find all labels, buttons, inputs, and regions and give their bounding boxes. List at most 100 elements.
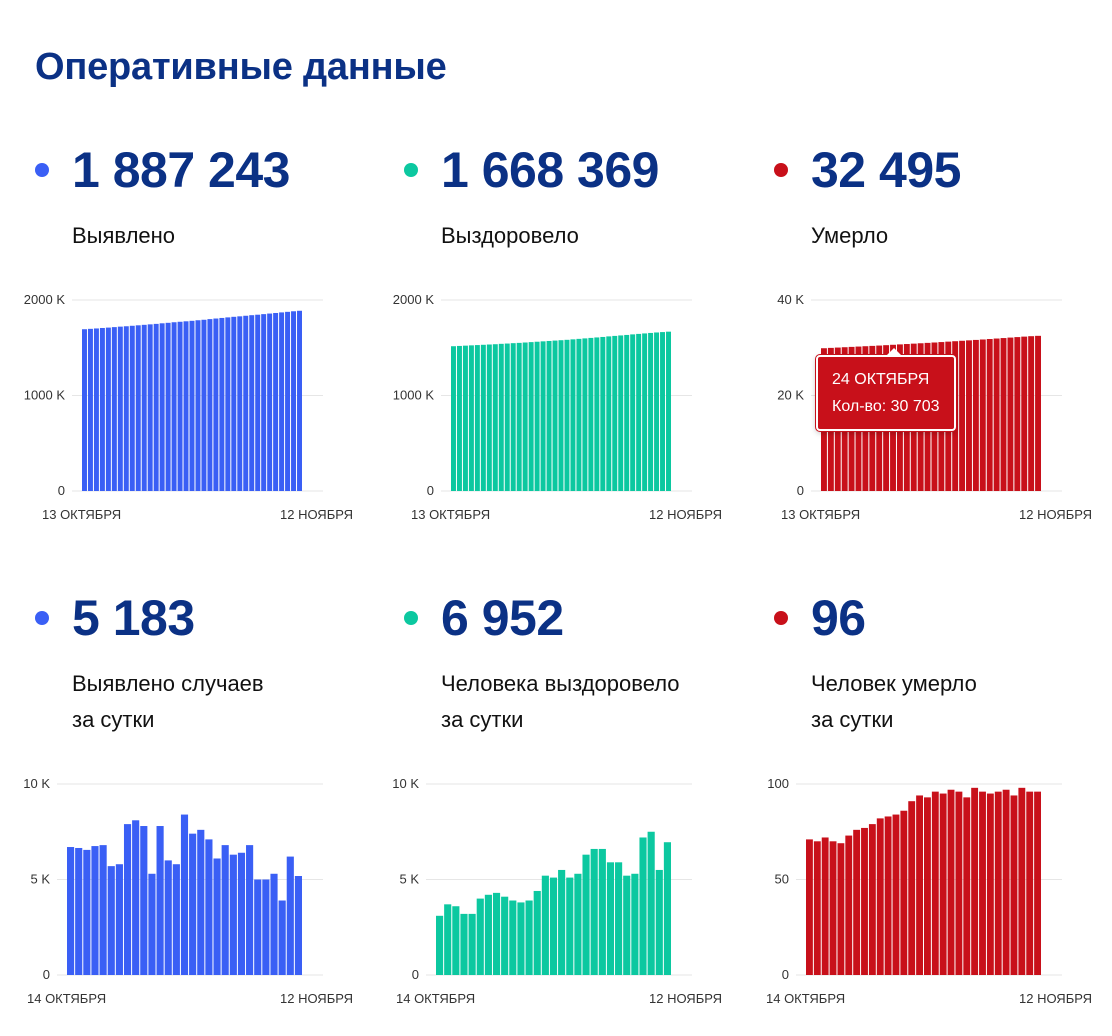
bar — [278, 900, 286, 975]
stat-value: 96 — [811, 590, 866, 646]
y-tick-label: 0 — [797, 483, 804, 498]
x-start-label: 13 ОКТЯБРЯ — [781, 507, 860, 522]
bar — [837, 843, 845, 975]
bar — [908, 801, 916, 975]
bar — [462, 345, 468, 491]
y-tick-label: 0 — [427, 483, 434, 498]
bar — [189, 833, 197, 975]
stat-value: 6 952 — [441, 590, 564, 646]
bar — [123, 824, 132, 975]
bar — [624, 334, 630, 491]
bar — [285, 311, 291, 491]
chart-detected-total: 0 1000 K 2000 K 13 ОКТЯБРЯ 12 НОЯБРЯ — [24, 292, 353, 522]
bar — [994, 791, 1002, 975]
bar — [959, 340, 966, 491]
y-tick-label: 10 K — [392, 776, 419, 791]
bar — [552, 340, 558, 491]
bar — [642, 333, 648, 491]
bar — [183, 321, 189, 491]
bar — [468, 345, 474, 491]
bar — [254, 879, 262, 975]
bar — [1026, 791, 1034, 975]
bar — [1002, 789, 1010, 975]
bar — [590, 848, 598, 975]
bar — [986, 339, 993, 491]
bar — [955, 791, 963, 975]
bar — [177, 321, 183, 491]
bar — [516, 342, 522, 491]
stat-label: Умерло — [811, 218, 888, 254]
bar — [939, 793, 947, 975]
stat-label-line1: Умерло — [811, 223, 889, 248]
bar — [237, 316, 243, 491]
bar — [630, 334, 636, 491]
bar — [924, 797, 931, 975]
x-end-label: 12 НОЯБРЯ — [649, 507, 722, 522]
y-tick-label: 1000 K — [24, 388, 66, 403]
bar — [243, 315, 249, 491]
red-dot-icon — [774, 163, 788, 177]
x-start-label: 14 ОКТЯБРЯ — [396, 991, 475, 1006]
bar — [189, 320, 195, 491]
bar — [99, 845, 107, 975]
bar — [165, 322, 171, 491]
bar — [115, 864, 123, 975]
stat-value: 1 887 243 — [72, 142, 290, 198]
y-tick-label: 2000 K — [393, 292, 435, 307]
bar — [123, 326, 129, 491]
bar — [82, 329, 87, 491]
bar — [75, 847, 83, 975]
bar — [979, 791, 986, 975]
tooltip-value: Кол-во: 30 703 — [832, 398, 940, 415]
bar — [600, 336, 606, 491]
bar — [1018, 787, 1026, 975]
x-end-label: 12 НОЯБРЯ — [280, 507, 353, 522]
bar — [480, 344, 486, 491]
bar — [631, 873, 639, 975]
bar — [1007, 337, 1014, 491]
bar — [492, 344, 498, 491]
bar — [452, 906, 460, 975]
bar — [900, 810, 908, 975]
y-tick-label: 50 — [775, 872, 789, 887]
bar — [498, 343, 504, 491]
bar — [541, 875, 549, 975]
bar — [474, 345, 480, 491]
bar — [655, 869, 663, 975]
bar — [213, 858, 221, 975]
bar — [197, 829, 205, 975]
y-tick-label: 0 — [782, 967, 789, 982]
x-start-label: 13 ОКТЯБРЯ — [42, 507, 121, 522]
bar — [947, 789, 955, 975]
y-tick-label: 10 K — [23, 776, 50, 791]
bar — [105, 327, 111, 491]
y-tick-label: 5 K — [399, 872, 419, 887]
red-dot-icon — [774, 611, 788, 625]
y-tick-label: 0 — [43, 967, 50, 982]
bar — [654, 332, 660, 491]
bar — [660, 332, 666, 491]
x-end-label: 12 НОЯБРЯ — [1019, 991, 1092, 1006]
bar — [451, 346, 456, 491]
y-tick-label: 0 — [58, 483, 65, 498]
y-tick-label: 0 — [412, 967, 419, 982]
stat-label-line1: Выявлено — [72, 223, 176, 248]
bar — [564, 339, 570, 491]
green-dot-icon — [404, 611, 418, 625]
y-tick-label: 40 K — [777, 292, 804, 307]
stat-card-detected-total: 1 887 243 Выявлено 0 1000 K 2000 K 13 ОКТЯБ… — [24, 140, 375, 560]
bar — [141, 324, 147, 491]
bar — [132, 820, 140, 975]
stat-value: 5 183 — [72, 590, 195, 646]
bar — [261, 314, 267, 491]
stat-label-line2: за сутки — [441, 707, 524, 732]
bar — [1021, 336, 1028, 491]
bar — [648, 332, 654, 491]
bar — [1010, 795, 1018, 975]
bar — [291, 311, 297, 491]
bar — [486, 344, 492, 491]
stat-label: Выздоровело — [441, 218, 579, 254]
bar — [582, 854, 590, 975]
bar — [606, 336, 612, 491]
blue-dot-icon — [35, 611, 49, 625]
